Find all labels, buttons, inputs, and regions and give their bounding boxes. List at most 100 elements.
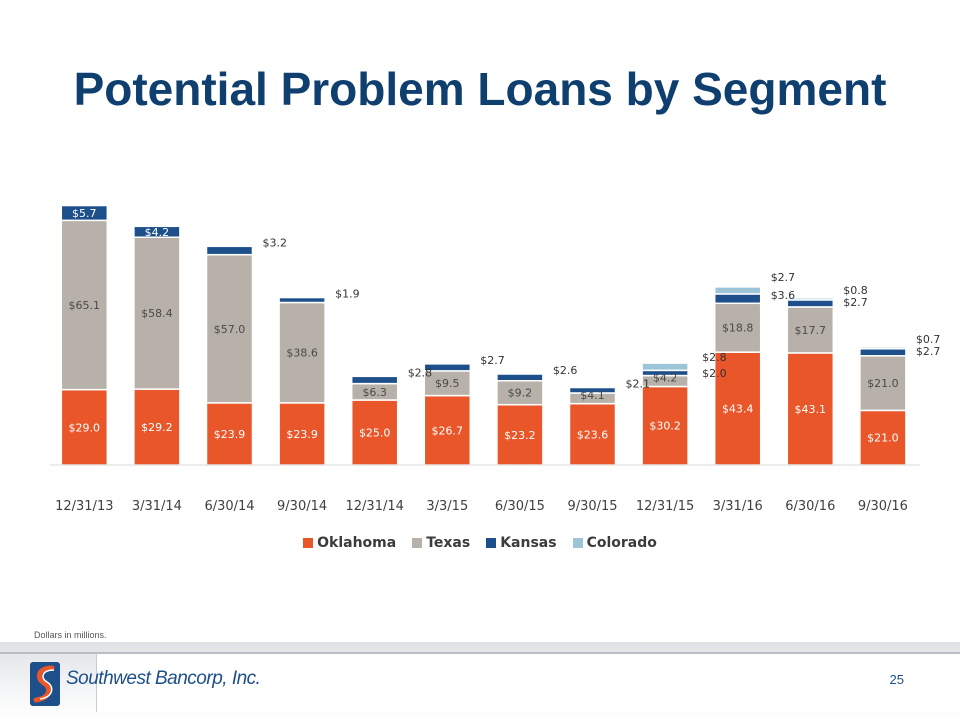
- legend-item-kansas: Kansas: [486, 535, 557, 551]
- label-texas-6: $9.2: [508, 387, 533, 400]
- label-texas-11: $21.0: [867, 377, 899, 390]
- label-oklahoma-2: $23.9: [214, 428, 246, 441]
- label-texas-1: $58.4: [141, 307, 173, 320]
- legend-swatch-colorado: [572, 538, 583, 548]
- x-tick-label-9: 3/31/16: [713, 499, 763, 514]
- label-kansas-5: $2.7: [480, 354, 505, 367]
- bar-colorado-8: [641, 362, 689, 372]
- x-tick-label-3: 9/30/14: [277, 499, 327, 514]
- bar-oklahoma-1: [133, 388, 181, 466]
- chart-bars: [60, 204, 907, 466]
- bar-texas-3: [278, 301, 326, 404]
- label-kansas-10: $2.7: [843, 296, 868, 309]
- bar-kansas-11: [859, 348, 907, 357]
- label-kansas-9: $3.6: [771, 289, 796, 302]
- label-kansas-4: $2.8: [408, 366, 433, 379]
- bar-kansas-2: [205, 245, 254, 256]
- label-oklahoma-5: $26.7: [432, 424, 464, 437]
- label-oklahoma-9: $43.4: [722, 403, 754, 416]
- bar-colorado-11: [859, 346, 907, 350]
- label-colorado-11: $0.7: [916, 333, 941, 346]
- bar-texas-2: [205, 253, 254, 404]
- label-texas-9: $18.8: [722, 322, 754, 335]
- bar-kansas-6: [496, 373, 544, 382]
- bar-kansas-0: [60, 204, 109, 222]
- legend-swatch-oklahoma: [303, 538, 314, 548]
- x-tick-label-1: 3/31/14: [132, 499, 182, 514]
- footer-panel: [96, 654, 960, 712]
- label-texas-7: $4.1: [580, 389, 605, 402]
- label-oklahoma-0: $29.0: [69, 421, 101, 434]
- label-oklahoma-4: $25.0: [359, 427, 391, 440]
- x-tick-label-2: 6/30/14: [204, 499, 254, 514]
- bar-kansas-3: [278, 296, 326, 304]
- bar-oklahoma-10: [786, 352, 835, 466]
- label-kansas-6: $2.6: [553, 364, 578, 377]
- label-kansas-8: $2.0: [702, 367, 727, 380]
- label-texas-4: $6.3: [362, 386, 387, 399]
- label-oklahoma-6: $23.2: [504, 429, 536, 442]
- label-texas-8: $4.2: [653, 372, 678, 385]
- bar-colorado-10: [786, 297, 835, 301]
- x-tick-label-5: 3/3/15: [426, 499, 468, 514]
- label-texas-3: $38.6: [286, 347, 318, 360]
- label-kansas-0: $5.7: [72, 207, 97, 220]
- legend-item-texas: Texas: [412, 535, 470, 551]
- legend-label-texas: Texas: [426, 535, 471, 551]
- bar-texas-11: [859, 355, 907, 412]
- legend-item-colorado: Colorado: [572, 535, 657, 551]
- footnote: Dollars in millions.: [34, 630, 107, 640]
- legend-label-oklahoma: Oklahoma: [317, 535, 397, 551]
- label-colorado-8: $2.8: [702, 351, 727, 364]
- x-tick-label-11: 9/30/16: [858, 499, 908, 514]
- footer-divider: [0, 652, 960, 654]
- bar-oklahoma-0: [60, 388, 109, 466]
- x-tick-label-6: 6/30/15: [495, 499, 545, 514]
- company-logo-icon: [30, 662, 60, 706]
- x-tick-label-8: 12/31/15: [636, 499, 694, 514]
- label-texas-5: $9.5: [435, 377, 460, 390]
- chart-legend: Oklahoma Texas Kansas Colorado: [0, 535, 960, 551]
- page-number: 25: [889, 672, 904, 687]
- x-tick-label-0: 12/31/13: [55, 499, 113, 514]
- company-name: Southwest Bancorp, Inc.: [66, 668, 261, 689]
- x-axis-ticks: 12/31/13 3/31/14 6/30/14 9/30/14 12/31/14 3/3…: [55, 499, 908, 514]
- bar-texas-5: [423, 370, 472, 397]
- label-kansas-3: $1.9: [335, 288, 360, 301]
- label-colorado-10: $0.8: [843, 284, 868, 297]
- bar-texas-9: [713, 302, 762, 353]
- label-texas-0: $65.1: [69, 299, 101, 312]
- bar-colorado-9: [713, 286, 762, 295]
- bar-kansas-9: [713, 293, 762, 305]
- label-texas-10: $17.7: [795, 324, 827, 337]
- slide-title: Potential Problem Loans by Segment: [73, 63, 887, 115]
- chart-data-labels: $29.0 $65.1 $5.7 $29.2 $58.4 $4.2 $23.9 $57.0 $3…: [69, 207, 941, 445]
- legend-item-oklahoma: Oklahoma: [303, 535, 396, 551]
- label-oklahoma-8: $30.2: [649, 420, 681, 433]
- x-tick-label-10: 6/30/16: [785, 499, 835, 514]
- legend-swatch-kansas: [486, 538, 497, 548]
- bar-kansas-7: [568, 386, 617, 394]
- label-oklahoma-11: $21.0: [867, 432, 899, 445]
- label-kansas-11: $2.7: [916, 345, 941, 358]
- label-texas-2: $57.0: [214, 323, 246, 336]
- label-kansas-1: $4.2: [145, 226, 170, 239]
- label-kansas-7: $2.1: [626, 378, 651, 391]
- legend-label-colorado: Colorado: [586, 535, 657, 551]
- bar-oklahoma-9: [713, 351, 762, 466]
- legend-label-kansas: Kansas: [500, 535, 557, 551]
- bar-oklahoma-11: [859, 409, 907, 466]
- label-oklahoma-10: $43.1: [795, 403, 827, 416]
- stacked-bar-chart: $29.0 $65.1 $5.7 $29.2 $58.4 $4.2 $23.9 $57.0 $3…: [50, 204, 941, 514]
- x-tick-label-4: 12/31/14: [346, 499, 404, 514]
- bar-texas-10: [786, 306, 835, 354]
- x-tick-label-7: 9/30/15: [567, 499, 617, 514]
- label-kansas-2: $3.2: [263, 236, 288, 249]
- label-colorado-9: $2.7: [771, 271, 796, 284]
- label-oklahoma-7: $23.6: [577, 428, 609, 441]
- label-oklahoma-1: $29.2: [141, 421, 173, 434]
- bar-kansas-5: [423, 363, 472, 372]
- bar-kansas-4: [350, 375, 399, 385]
- bar-kansas-1: [133, 225, 181, 238]
- legend-swatch-texas: [412, 538, 423, 548]
